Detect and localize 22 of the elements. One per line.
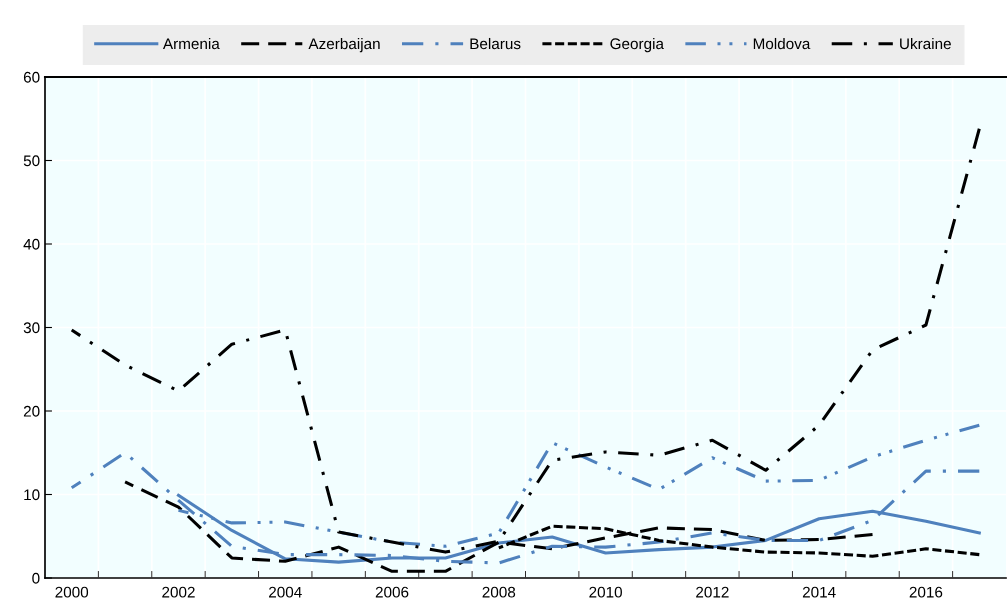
x-tick-label: 2002 bbox=[162, 586, 195, 598]
y-tick-label: 60 bbox=[23, 71, 40, 83]
legend-label: Belarus bbox=[470, 37, 521, 50]
y-tick-label: 40 bbox=[23, 238, 40, 250]
x-tick-label: 2012 bbox=[696, 586, 729, 598]
x-tick-label: 2014 bbox=[802, 586, 836, 598]
x-tick-label: 2008 bbox=[482, 586, 516, 598]
y-tick-label: 30 bbox=[23, 322, 40, 334]
x-tick-label: 2004 bbox=[269, 586, 302, 598]
legend-label: Georgia bbox=[610, 37, 664, 53]
x-tick-label: 2006 bbox=[375, 586, 409, 598]
legend-label: Armenia bbox=[162, 37, 220, 50]
y-tick-label: 20 bbox=[23, 405, 40, 417]
legend-label: Ukraine bbox=[900, 37, 951, 50]
y-tick-label: 0 bbox=[32, 572, 40, 584]
x-tick-label: 2016 bbox=[909, 586, 943, 598]
x-tick-label: 2000 bbox=[55, 586, 89, 598]
y-tick-label: 10 bbox=[24, 489, 40, 501]
y-tick-label: 50 bbox=[23, 155, 40, 167]
x-tick-label: 2010 bbox=[589, 586, 622, 598]
legend-label: Moldova bbox=[753, 37, 811, 50]
legend-label: Azerbaijan bbox=[308, 37, 380, 53]
